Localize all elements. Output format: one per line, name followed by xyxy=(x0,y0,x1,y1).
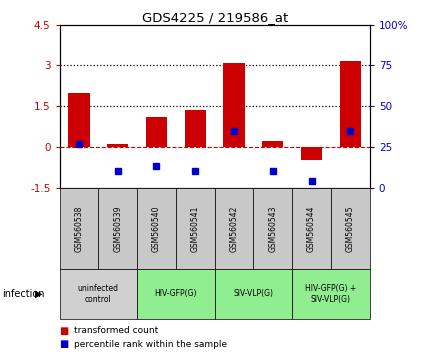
Bar xyxy=(137,188,176,269)
Bar xyxy=(68,93,90,147)
Text: GSM560539: GSM560539 xyxy=(113,205,122,252)
Text: GSM560541: GSM560541 xyxy=(191,205,200,252)
Bar xyxy=(301,147,322,160)
Text: percentile rank within the sample: percentile rank within the sample xyxy=(74,339,227,349)
Bar xyxy=(224,63,245,147)
Bar xyxy=(107,144,128,147)
Bar xyxy=(262,142,283,147)
Text: transformed count: transformed count xyxy=(74,326,159,336)
Text: ■: ■ xyxy=(60,339,69,349)
Bar xyxy=(184,110,206,147)
Text: HIV-GFP(G) +
SIV-VLP(G): HIV-GFP(G) + SIV-VLP(G) xyxy=(305,284,357,303)
Text: GSM560543: GSM560543 xyxy=(268,205,277,252)
Title: GDS4225 / 219586_at: GDS4225 / 219586_at xyxy=(142,11,288,24)
Bar xyxy=(292,269,370,319)
Text: HIV-GFP(G): HIV-GFP(G) xyxy=(155,289,197,298)
Bar xyxy=(176,188,215,269)
Bar xyxy=(340,62,361,147)
Text: ▶: ▶ xyxy=(35,289,42,299)
Text: GSM560545: GSM560545 xyxy=(346,205,355,252)
Text: uninfected
control: uninfected control xyxy=(78,284,119,303)
Bar xyxy=(331,188,370,269)
Bar xyxy=(137,269,215,319)
Text: ■: ■ xyxy=(60,326,69,336)
Bar xyxy=(98,188,137,269)
Bar xyxy=(215,269,292,319)
Text: GSM560538: GSM560538 xyxy=(74,205,83,252)
Text: GSM560544: GSM560544 xyxy=(307,205,316,252)
Text: SIV-VLP(G): SIV-VLP(G) xyxy=(233,289,273,298)
Text: infection: infection xyxy=(2,289,45,299)
Bar xyxy=(215,188,253,269)
Text: GSM560540: GSM560540 xyxy=(152,205,161,252)
Bar xyxy=(292,188,331,269)
Text: GSM560542: GSM560542 xyxy=(230,205,238,252)
Bar xyxy=(253,188,292,269)
Bar xyxy=(60,269,137,319)
Bar xyxy=(146,117,167,147)
Bar xyxy=(60,188,98,269)
